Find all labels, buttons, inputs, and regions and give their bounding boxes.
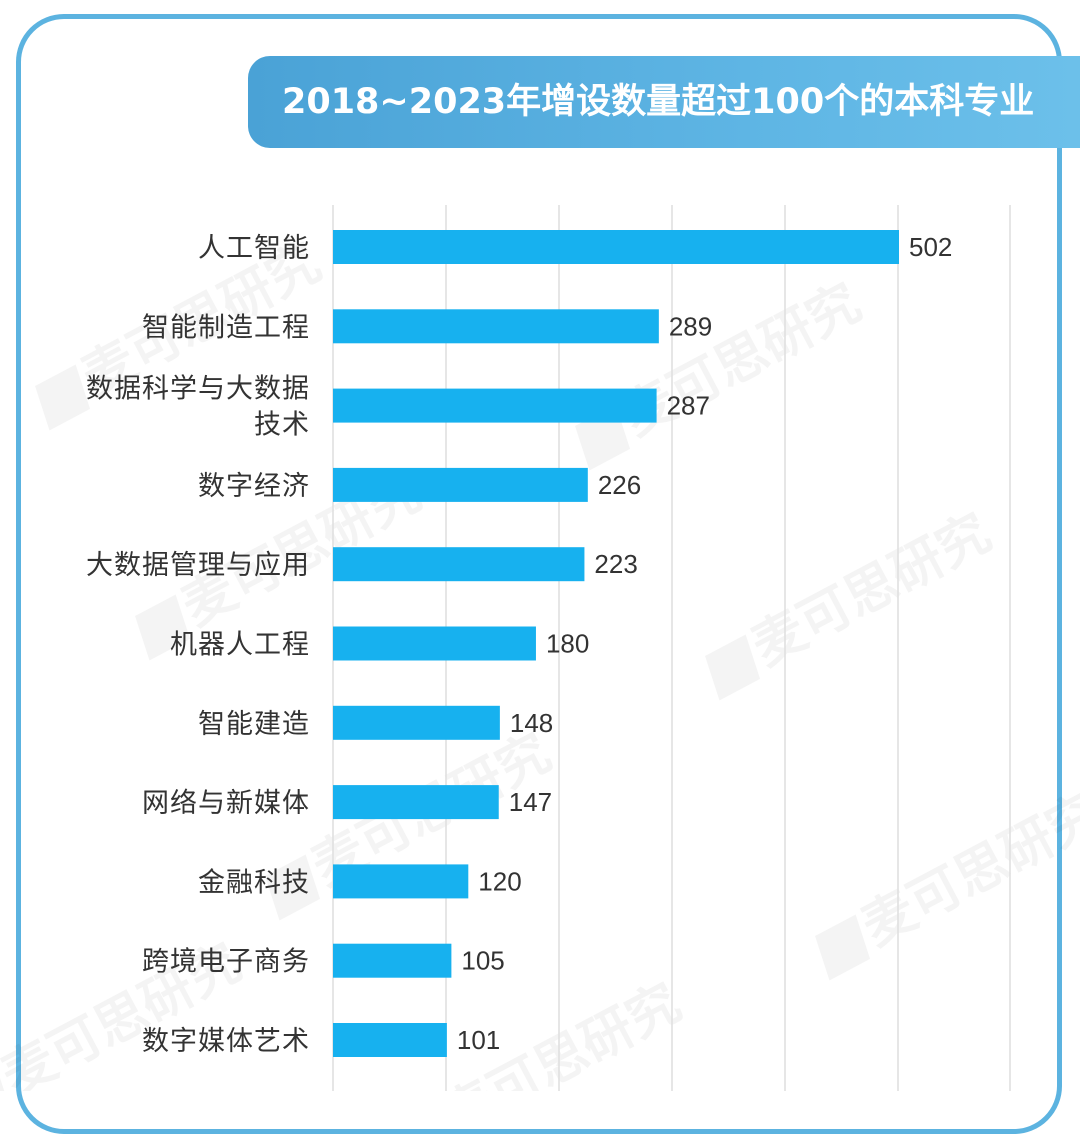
category-label: 网络与新媒体 [142, 788, 310, 819]
data-label: 226 [598, 470, 641, 500]
chart-title: 2018~2023年增设数量超过100个的本科专业 [282, 82, 1035, 122]
category-label: 智能建造 [198, 709, 310, 740]
category-label: 大数据管理与应用 [86, 550, 310, 581]
data-label: 147 [509, 787, 552, 817]
bar [333, 1023, 447, 1057]
bar [333, 943, 452, 978]
bar [333, 785, 499, 820]
data-label: 289 [669, 311, 712, 341]
bars [333, 230, 900, 1057]
bar [333, 626, 536, 661]
data-label: 502 [909, 232, 952, 262]
category-label: 数字媒体艺术 [142, 1026, 310, 1057]
data-label: 120 [478, 866, 521, 896]
category-label: 智能制造工程 [142, 312, 310, 343]
bar [333, 388, 657, 423]
category-label: 金融科技 [198, 867, 310, 898]
title-banner [248, 56, 1080, 148]
category-labels: 人工智能智能制造工程数据科学与大数据技术数字经济大数据管理与应用机器人工程智能建… [86, 233, 310, 1057]
category-label: 数字经济 [198, 471, 310, 502]
data-label: 287 [667, 391, 710, 421]
category-label: 人工智能 [198, 233, 310, 264]
bar [333, 547, 585, 582]
data-label: 223 [594, 549, 637, 579]
bar [333, 230, 900, 264]
data-label: 148 [510, 708, 553, 738]
category-label: 数据科学与大数据 [86, 374, 310, 405]
data-label: 180 [546, 629, 589, 659]
category-label: 机器人工程 [170, 630, 310, 661]
value-labels: 502 289 287 226 223 180 148 147 120 105 101 [457, 232, 953, 1055]
bar [333, 705, 500, 740]
data-label: 105 [461, 946, 504, 976]
data-label: 101 [457, 1025, 500, 1055]
category-label: 技术 [254, 410, 310, 441]
gridlines [332, 205, 1011, 1091]
category-label: 跨境电子商务 [142, 947, 310, 978]
bar [333, 467, 588, 502]
bar-chart: 人工智能智能制造工程数据科学与大数据技术数字经济大数据管理与应用机器人工程智能建… [86, 205, 1011, 1091]
bar [333, 309, 659, 344]
bar [333, 864, 469, 899]
